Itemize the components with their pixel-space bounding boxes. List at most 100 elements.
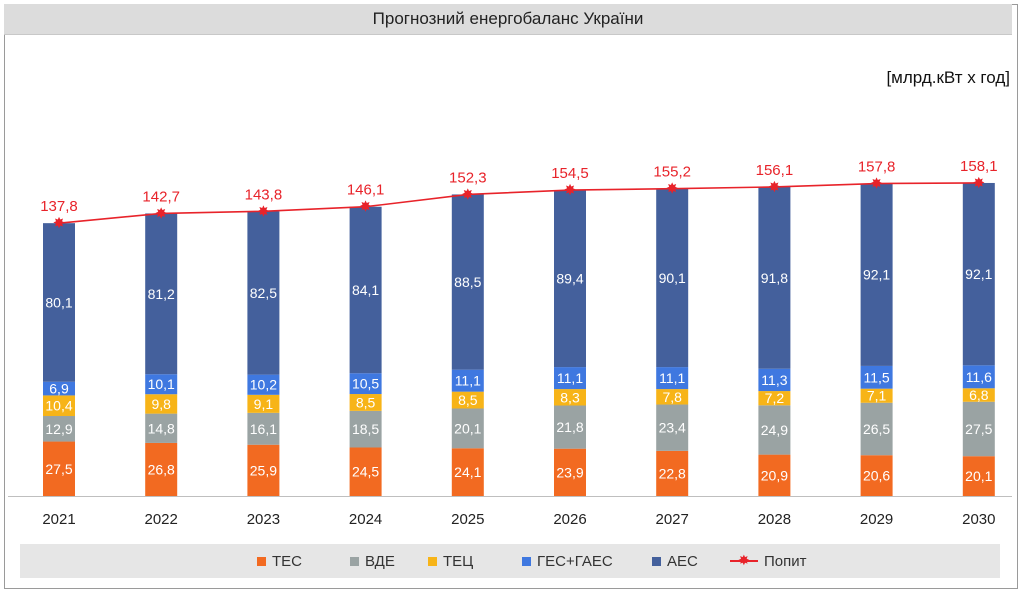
demand-marker-2024: ✸ — [359, 198, 372, 216]
legend-item-vde: ВДЕ — [350, 544, 395, 578]
bar-aes-2027 — [656, 188, 689, 368]
bar-hes-2023 — [247, 374, 280, 395]
bar-tes-2021 — [43, 441, 75, 496]
bar-vde-2022 — [145, 413, 178, 443]
legend-line-demand — [730, 550, 758, 570]
demand-label-2028: 156,1 — [756, 162, 794, 179]
demand-marker-2028: ✸ — [768, 178, 781, 196]
legend-label-demand: Попит — [764, 552, 807, 570]
bar-aes-2028 — [758, 186, 791, 369]
legend-item-aes: АЕС — [652, 544, 698, 578]
legend-item-tec: ТЕЦ — [428, 544, 473, 578]
bar-tec-2030 — [962, 388, 995, 402]
bar-aes-2030 — [962, 182, 995, 366]
data-label-aes-2030: 92,1 — [965, 266, 992, 282]
data-label-tes-2023: 25,9 — [250, 462, 277, 478]
bar-tec-2022 — [145, 394, 178, 414]
data-label-vde-2027: 23,4 — [659, 420, 686, 436]
bar-aes-2023 — [247, 211, 280, 375]
x-tick-label-2030: 2030 — [962, 511, 995, 528]
bar-tec-2029 — [860, 388, 893, 403]
x-tick-label-2024: 2024 — [349, 511, 382, 528]
data-label-vde-2022: 14,8 — [148, 420, 175, 436]
data-label-tes-2025: 24,1 — [454, 464, 481, 480]
bar-hes-2026 — [554, 367, 586, 390]
x-tick-label-2027: 2027 — [656, 511, 689, 528]
bar-vde-2028 — [758, 405, 791, 455]
chart-title: Прогнозний енергобаланс України — [372, 9, 644, 28]
data-label-tec-2021: 10,4 — [45, 398, 72, 414]
bar-tes-2030 — [962, 456, 995, 496]
data-label-hes-2030: 11,6 — [966, 369, 992, 385]
demand-label-2023: 143,8 — [245, 186, 283, 203]
legend: ТЕС ВДЕ ТЕЦ ГЕС+ГАЕС АЕС Попит — [20, 544, 1000, 578]
bar-tec-2027 — [656, 389, 689, 405]
legend-label-tec: ТЕЦ — [443, 552, 474, 570]
data-label-aes-2022: 81,2 — [148, 286, 175, 302]
bar-tec-2026 — [554, 389, 586, 406]
data-label-tes-2026: 23,9 — [556, 464, 583, 480]
data-label-vde-2024: 18,5 — [352, 421, 379, 437]
demand-marker-2027: ✸ — [666, 180, 679, 198]
data-label-hes-2028: 11,3 — [761, 372, 787, 388]
bar-vde-2023 — [247, 412, 280, 445]
demand-marker-2021: ✸ — [53, 214, 66, 232]
x-tick-label-2025: 2025 — [451, 511, 484, 528]
bar-tec-2024 — [349, 394, 382, 411]
demand-label-2029: 157,8 — [858, 159, 896, 176]
bar-tes-2025 — [451, 448, 484, 496]
data-label-hes-2023: 10,2 — [250, 377, 277, 393]
bar-vde-2024 — [349, 410, 382, 448]
x-tick-label-2022: 2022 — [145, 511, 178, 528]
data-label-hes-2024: 10,5 — [352, 376, 379, 392]
data-label-hes-2027: 11,1 — [659, 370, 685, 386]
bar-tes-2024 — [349, 447, 382, 496]
legend-label-tes: ТЕС — [272, 552, 302, 570]
data-label-tes-2029: 20,6 — [863, 468, 890, 484]
data-label-vde-2026: 21,8 — [556, 419, 583, 435]
demand-marker-2029: ✸ — [870, 175, 883, 193]
bar-tec-2023 — [247, 394, 280, 413]
bar-hes-2021 — [43, 381, 75, 396]
bar-vde-2027 — [656, 404, 689, 451]
legend-label-vde: ВДЕ — [365, 552, 395, 570]
data-label-hes-2021: 6,9 — [49, 381, 69, 397]
bar-aes-2026 — [554, 190, 586, 368]
legend-label-hes: ГЕС+ГАЕС — [537, 552, 613, 570]
data-label-hes-2022: 10,1 — [148, 376, 175, 392]
stacked-bar-chart: 27,5 12,9 10,46,9 80,1 2021 26,8 14,8 9,8 10,1 81… — [8, 158, 1012, 528]
data-label-aes-2023: 82,5 — [250, 285, 277, 301]
data-label-tec-2024: 8,5 — [356, 394, 376, 410]
legend-item-tes: ТЕС — [257, 544, 302, 578]
data-label-tes-2022: 26,8 — [148, 461, 175, 477]
data-label-tec-2026: 8,3 — [560, 389, 580, 405]
data-label-vde-2029: 26,5 — [863, 421, 890, 437]
data-label-vde-2030: 27,5 — [965, 421, 992, 437]
demand-label-2025: 152,3 — [449, 169, 487, 186]
bar-tes-2023 — [247, 444, 280, 496]
data-label-tes-2024: 24,5 — [352, 464, 379, 480]
bar-aes-2024 — [349, 206, 382, 374]
bar-hes-2025 — [451, 369, 484, 392]
bar-aes-2029 — [860, 183, 893, 366]
data-label-tec-2022: 9,8 — [151, 396, 171, 412]
bar-aes-2022 — [145, 213, 178, 375]
bar-hes-2022 — [145, 374, 178, 395]
legend-swatch-vde — [350, 556, 359, 566]
data-label-tec-2023: 9,1 — [254, 396, 274, 412]
demand-marker-2022: ✸ — [155, 204, 168, 222]
data-label-tec-2025: 8,5 — [458, 392, 478, 408]
data-label-tec-2030: 6,8 — [969, 387, 989, 403]
legend-swatch-hes — [522, 556, 531, 566]
bar-tes-2028 — [758, 454, 791, 496]
data-label-tec-2027: 7,8 — [662, 389, 682, 405]
bar-vde-2026 — [554, 405, 586, 449]
demand-label-2021: 137,8 — [40, 198, 78, 215]
legend-swatch-aes — [652, 556, 661, 566]
bar-hes-2028 — [758, 368, 791, 392]
data-label-tes-2021: 27,5 — [45, 461, 72, 477]
demand-label-2022: 142,7 — [142, 188, 180, 205]
data-label-tes-2030: 20,1 — [965, 468, 992, 484]
bar-tec-2021 — [43, 395, 75, 417]
bar-aes-2021 — [43, 223, 75, 382]
